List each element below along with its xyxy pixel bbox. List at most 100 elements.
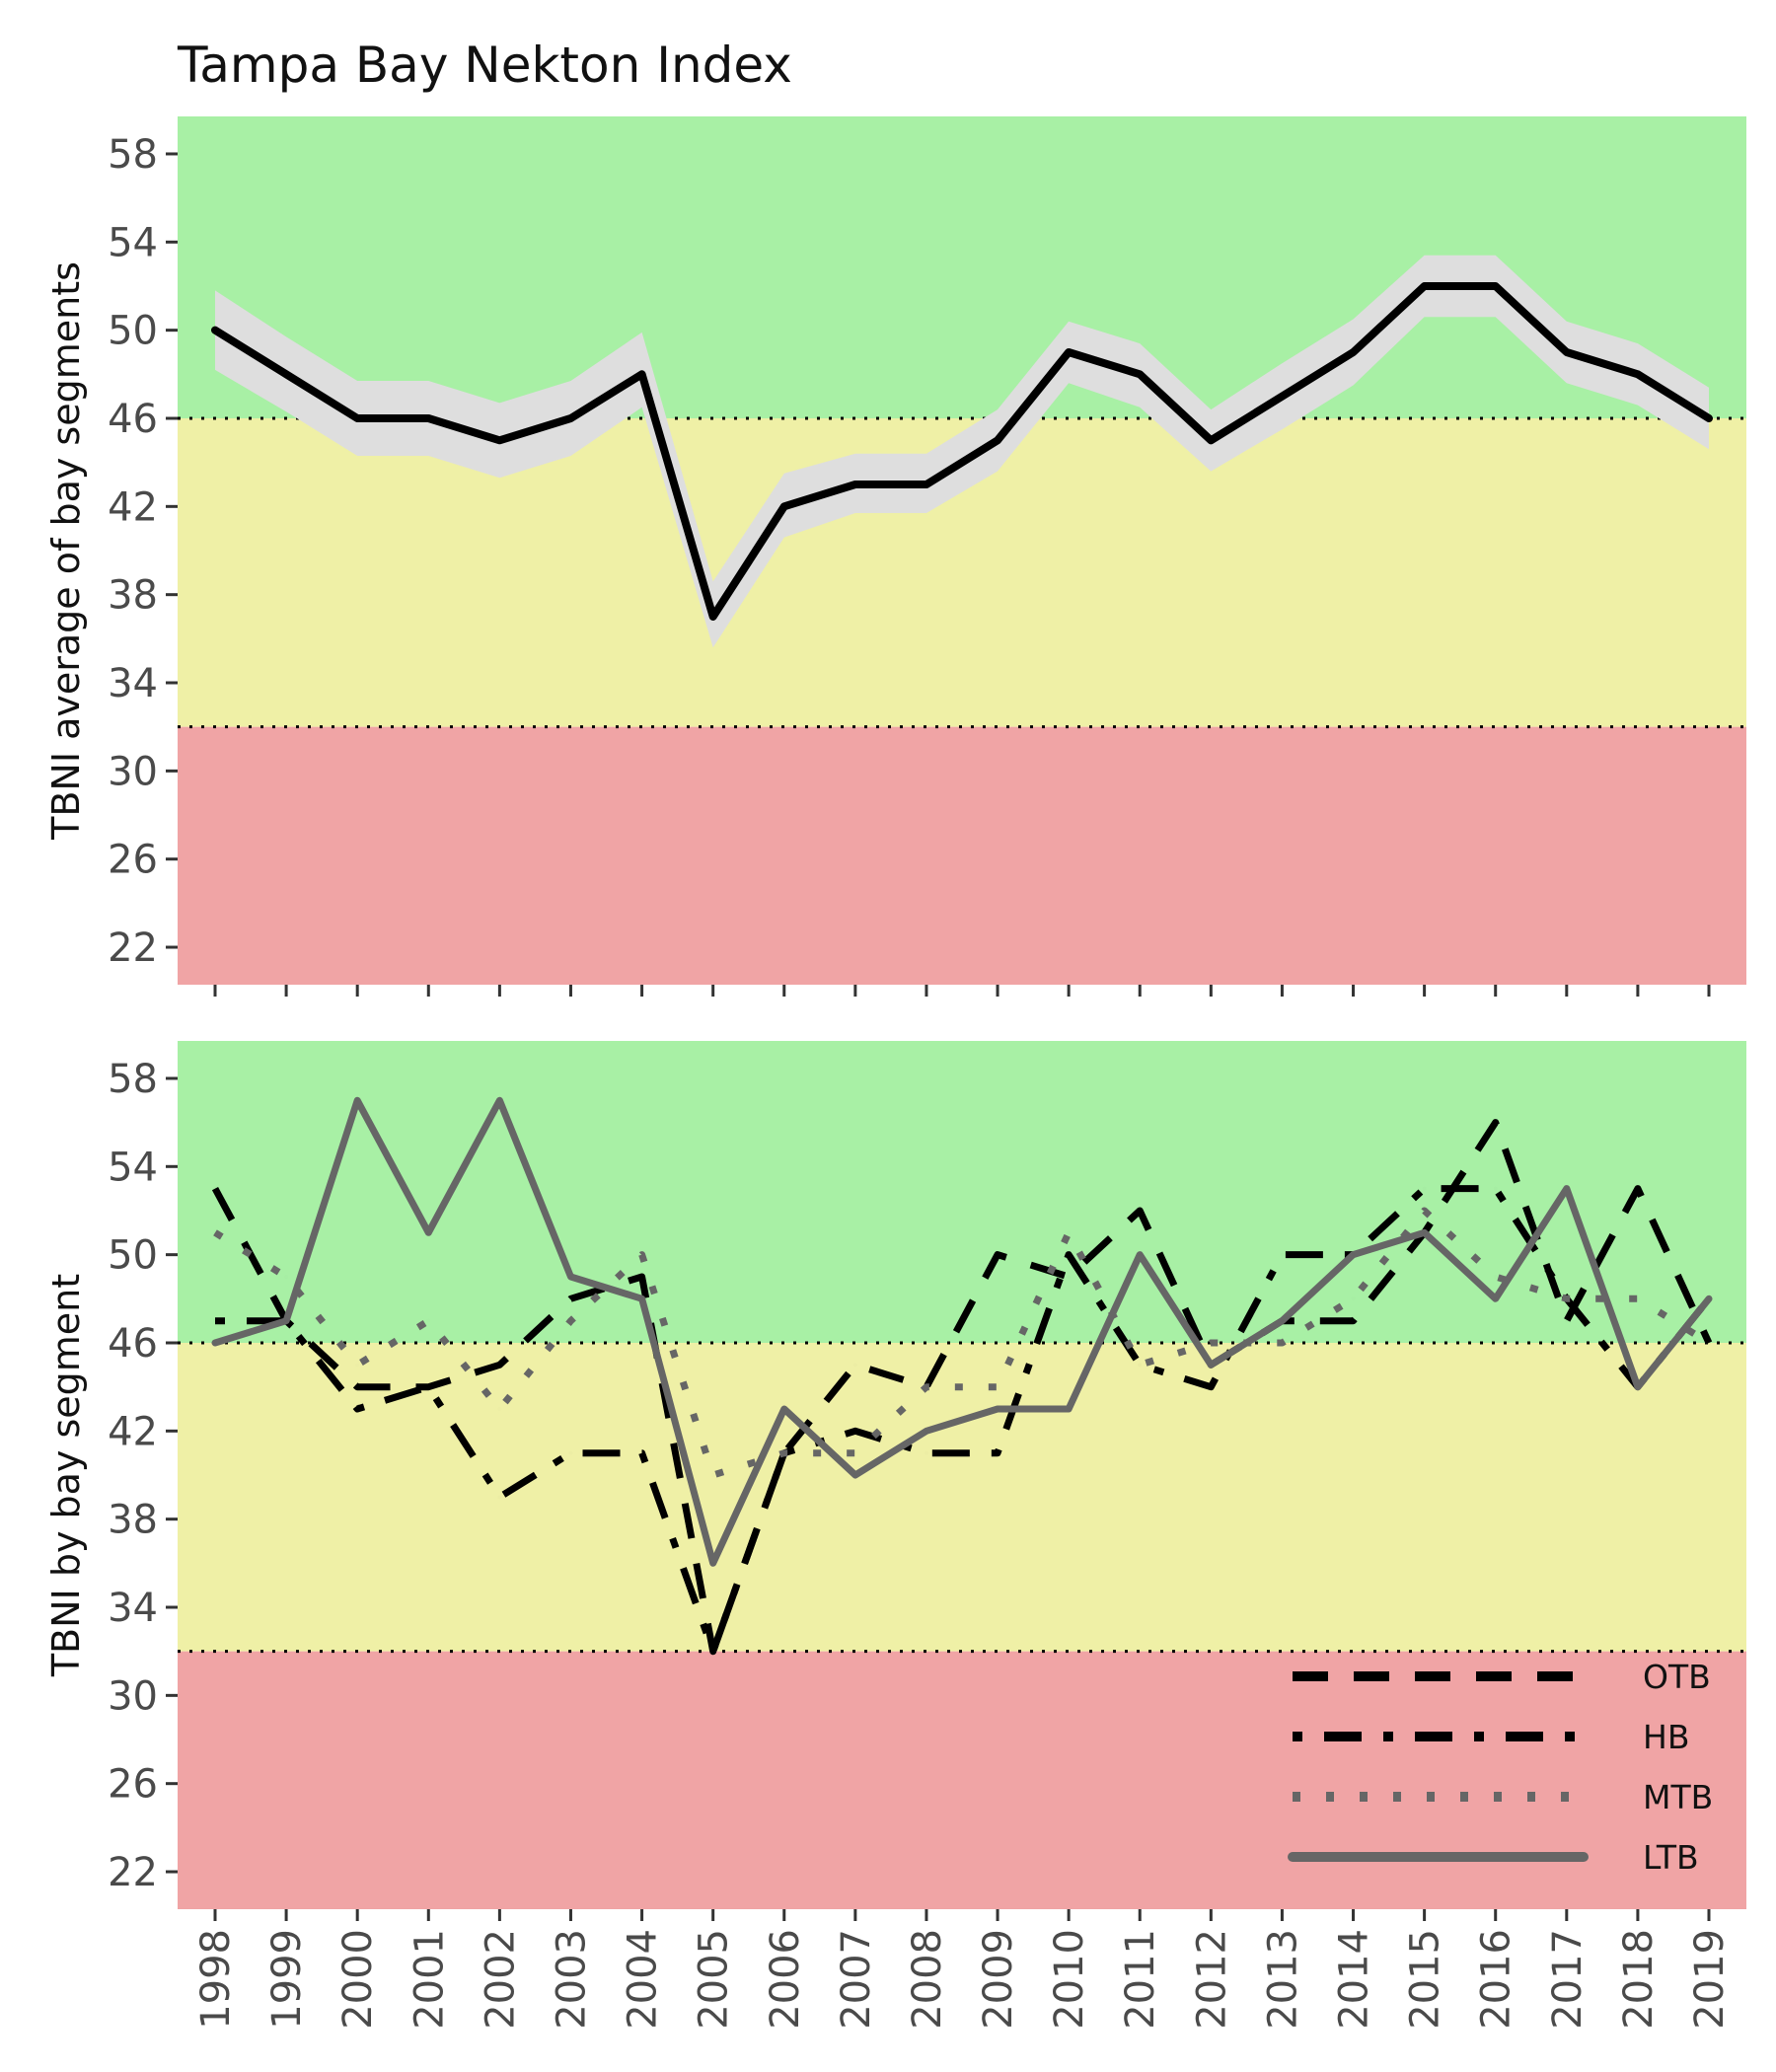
data-point-mtb-2004	[640, 1253, 644, 1257]
data-point-average-1998	[213, 329, 217, 333]
data-point-average-2008	[925, 482, 928, 486]
data-point-average-2005	[711, 615, 715, 619]
x-tick-label-2008: 2008	[905, 1929, 950, 2030]
data-point-ltb-2009	[996, 1407, 999, 1411]
zone-good-top	[178, 116, 1746, 418]
data-point-mtb-2017	[1565, 1296, 1569, 1300]
y-tick-label-top-42: 42	[108, 484, 158, 530]
data-point-otb-2003	[568, 1296, 572, 1300]
data-point-average-2000	[355, 416, 359, 420]
data-point-mtb-2002	[497, 1407, 501, 1411]
y-tick-label-bottom-26: 26	[108, 1762, 158, 1808]
data-point-ltb-2005	[711, 1561, 715, 1565]
legend-label-ltb: LTB	[1643, 1838, 1699, 1877]
x-tick-label-2011: 2011	[1118, 1929, 1163, 2030]
x-tick-label-2014: 2014	[1332, 1929, 1377, 2030]
data-point-ltb-2015	[1423, 1230, 1427, 1234]
data-point-otb-2014	[1352, 1319, 1356, 1323]
data-point-otb-2018	[1636, 1187, 1640, 1191]
data-point-average-2006	[782, 504, 786, 508]
data-point-mtb-2003	[568, 1319, 572, 1323]
data-point-mtb-2013	[1280, 1341, 1284, 1345]
series-line-hb	[215, 1185, 1712, 1656]
zone-good-bottom	[178, 1041, 1746, 1343]
x-tick-label-2015: 2015	[1403, 1929, 1448, 2030]
series-line-ltb	[211, 1096, 1713, 1567]
data-point-ltb-1999	[284, 1319, 288, 1323]
data-point-mtb-2001	[426, 1319, 430, 1323]
data-point-ltb-2007	[853, 1473, 857, 1477]
data-point-otb-2011	[1138, 1209, 1142, 1213]
data-point-hb-1998	[213, 1319, 217, 1323]
data-point-mtb-1998	[213, 1230, 217, 1234]
data-point-ltb-2016	[1494, 1296, 1498, 1300]
data-point-otb-2004	[640, 1275, 644, 1279]
y-tick-label-top-22: 22	[108, 925, 158, 971]
y-tick-label-top-38: 38	[108, 573, 158, 619]
data-point-ltb-1998	[213, 1341, 217, 1345]
y-tick-label-bottom-22: 22	[108, 1850, 158, 1895]
x-tick-label-2003: 2003	[549, 1929, 594, 2030]
data-point-ltb-2018	[1636, 1385, 1640, 1389]
data-point-ltb-2002	[497, 1098, 501, 1102]
y-axis-label-bottom: TBNI by bay segment	[44, 1274, 88, 1677]
data-point-mtb-2008	[925, 1385, 928, 1389]
x-tick-label-2009: 2009	[976, 1929, 1021, 2030]
data-point-hb-2005	[711, 1650, 715, 1654]
x-tick-label-2010: 2010	[1047, 1929, 1092, 2030]
data-point-hb-2007	[853, 1429, 857, 1433]
data-point-average-2012	[1209, 438, 1213, 442]
x-tick-label-2018: 2018	[1616, 1929, 1662, 2030]
legend-label-hb: HB	[1643, 1718, 1689, 1756]
data-point-average-2007	[853, 482, 857, 486]
data-point-average-2001	[426, 416, 430, 420]
data-point-hb-2000	[355, 1407, 359, 1411]
chart-title: Tampa Bay Nekton Index	[177, 37, 792, 94]
data-point-mtb-2011	[1138, 1363, 1142, 1367]
data-point-average-2004	[640, 372, 644, 376]
legend-label-otb: OTB	[1643, 1658, 1711, 1696]
x-tick-label-2007: 2007	[834, 1929, 879, 2030]
data-point-hb-2009	[996, 1451, 999, 1455]
y-tick-label-top-46: 46	[108, 397, 158, 442]
data-point-mtb-2010	[1067, 1230, 1071, 1234]
data-point-mtb-2019	[1707, 1341, 1711, 1345]
data-point-average-2014	[1352, 350, 1356, 354]
data-point-average-2002	[497, 438, 501, 442]
data-point-mtb-2018	[1636, 1296, 1640, 1300]
data-point-mtb-2007	[853, 1451, 857, 1455]
data-point-hb-2010	[1067, 1253, 1071, 1257]
legend: OTB HB MTB LTB	[1288, 1658, 1713, 1877]
data-point-average-2018	[1636, 372, 1640, 376]
x-tick-label-2000: 2000	[335, 1929, 381, 2030]
x-tick-label-2019: 2019	[1687, 1929, 1733, 2030]
data-point-otb-1998	[213, 1187, 217, 1191]
data-point-ltb-2008	[925, 1429, 928, 1433]
data-point-ltb-2001	[426, 1230, 430, 1234]
data-point-ltb-2012	[1209, 1363, 1213, 1367]
y-tick-label-bottom-42: 42	[108, 1409, 158, 1454]
data-point-hb-2012	[1209, 1385, 1213, 1389]
data-point-otb-2010	[1067, 1275, 1071, 1279]
x-tick-label-2004: 2004	[621, 1929, 666, 2030]
data-point-ltb-2013	[1280, 1319, 1284, 1323]
zone-poor-bottom	[178, 1651, 1746, 1909]
x-tick-label-2016: 2016	[1474, 1929, 1519, 2030]
bottom-panel: 22 26 30 34 38 42 46 50 54 58 TBNI by bay segment	[44, 1041, 1746, 1921]
data-point-average-2010	[1067, 350, 1071, 354]
y-tick-label-bottom-38: 38	[108, 1498, 158, 1543]
x-axis: 1998 1999 2000 2001 2002 2003 2004 2005 2006 2007…	[193, 1929, 1733, 2030]
y-tick-label-bottom-50: 50	[108, 1233, 158, 1279]
data-point-average-2019	[1707, 416, 1711, 420]
data-point-mtb-2000	[355, 1363, 359, 1367]
data-point-otb-2017	[1565, 1319, 1569, 1323]
x-tick-label-2005: 2005	[692, 1929, 737, 2030]
x-tick-label-2002: 2002	[478, 1929, 523, 2030]
x-tick-label-1998: 1998	[193, 1929, 239, 2030]
ci-band-top	[215, 255, 1709, 648]
data-point-average-2015	[1423, 284, 1427, 288]
x-tick-label-2017: 2017	[1545, 1929, 1591, 2030]
data-point-otb-2002	[497, 1363, 501, 1367]
data-point-ltb-2010	[1067, 1407, 1071, 1411]
